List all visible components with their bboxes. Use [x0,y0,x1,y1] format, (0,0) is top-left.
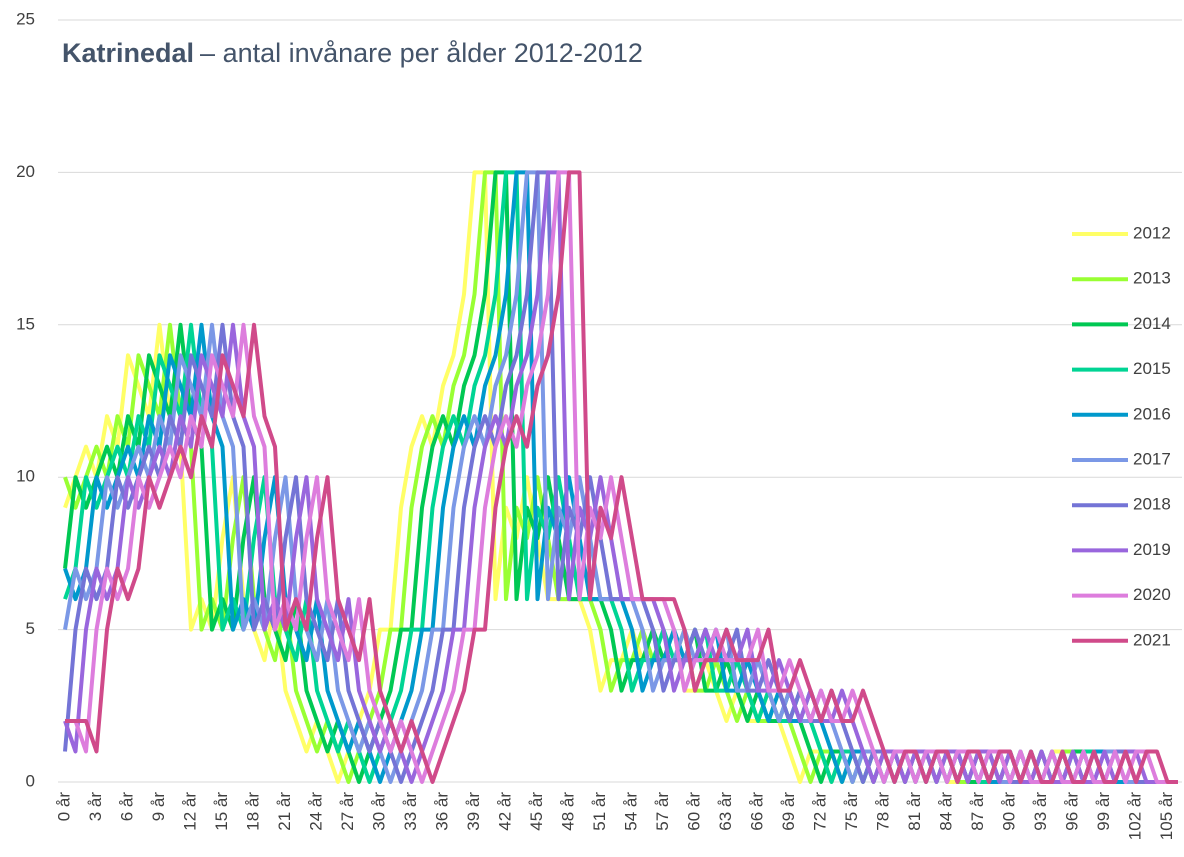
x-tick-label: 30 år [369,792,388,831]
x-tick-label: 0 år [54,792,73,822]
x-tick-label: 84 år [936,792,955,831]
legend-label: 2020 [1133,585,1171,604]
x-tick-label: 51 år [590,792,609,831]
x-tick-label: 45 år [527,792,546,831]
x-tick-label: 72 år [810,792,829,831]
legend-label: 2012 [1133,223,1171,242]
y-tick-label: 15 [16,314,35,333]
x-tick-label: 18 år [243,792,262,831]
y-tick-label: 20 [16,162,35,181]
x-tick-label: 78 år [873,792,892,831]
x-tick-label: 60 år [684,792,703,831]
x-tick-label: 39 år [464,792,483,831]
x-tick-label: 57 år [653,792,672,831]
chart-title: Katrinedal – antal invånare per ålder 201… [62,38,643,68]
series-line [63,170,1178,784]
y-tick-label: 5 [26,619,35,638]
legend-label: 2013 [1133,269,1171,288]
x-tick-label: 42 år [495,792,514,831]
legend-label: 2018 [1133,495,1171,514]
x-tick-label: 105 år [1157,792,1176,841]
x-tick-label: 33 år [401,792,420,831]
x-tick-label: 27 år [338,792,357,831]
y-tick-label: 25 [16,9,35,28]
title-place: Katrinedal [62,38,194,68]
x-tick-label: 66 år [747,792,766,831]
x-tick-label: 54 år [621,792,640,831]
x-tick-label: 21 år [275,792,294,831]
x-tick-label: 99 år [1094,792,1113,831]
title-text: – antal invånare per ålder 2012-2012 [200,38,643,68]
x-tick-label: 87 år [968,792,987,831]
y-tick-label: 10 [16,467,35,486]
legend-label: 2017 [1133,449,1171,468]
x-tick-label: 81 år [905,792,924,831]
x-tick-label: 96 år [1062,792,1081,831]
x-tick-label: 6 år [117,792,136,822]
x-tick-label: 75 år [842,792,861,831]
x-tick-label: 48 år [558,792,577,831]
x-tick-label: 90 år [999,792,1018,831]
series-line [65,170,1178,784]
x-tick-label: 93 år [1031,792,1050,831]
x-tick-label: 63 år [716,792,735,831]
series-line [65,170,1178,784]
legend-label: 2015 [1133,359,1171,378]
x-tick-label: 15 år [212,792,231,831]
x-tick-label: 24 år [306,792,325,831]
x-tick-label: 3 år [86,792,105,822]
legend-label: 2019 [1133,540,1171,559]
legend-label: 2021 [1133,630,1171,649]
x-tick-label: 69 år [779,792,798,831]
legend-label: 2014 [1133,314,1171,333]
legend-label: 2016 [1133,404,1171,423]
y-tick-label: 0 [26,771,35,790]
x-tick-label: 102 år [1125,792,1144,841]
x-tick-label: 36 år [432,792,451,831]
x-tick-label: 12 år [180,792,199,831]
x-tick-label: 9 år [149,792,168,822]
